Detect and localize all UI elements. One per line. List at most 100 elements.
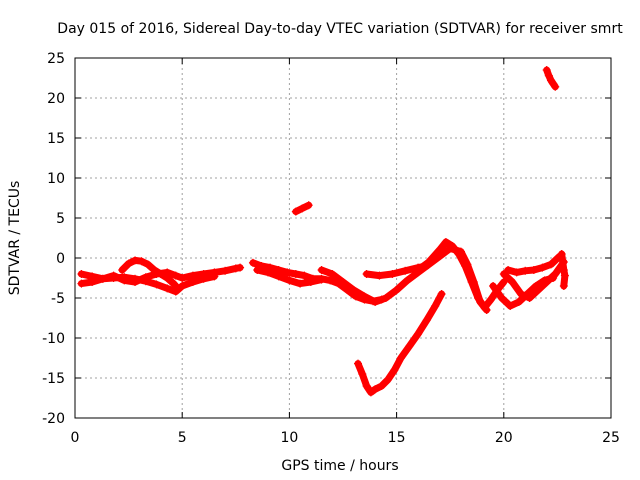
data-point bbox=[390, 366, 399, 374]
x-axis-label: GPS time / hours bbox=[281, 458, 398, 474]
data-point bbox=[150, 266, 159, 274]
data-point bbox=[401, 266, 410, 275]
data-point bbox=[521, 266, 530, 275]
data-point bbox=[263, 268, 272, 277]
data-point bbox=[392, 286, 401, 294]
data-point bbox=[542, 278, 551, 286]
data-point bbox=[306, 278, 315, 286]
x-tick-label: 0 bbox=[71, 430, 80, 446]
data-point bbox=[199, 274, 208, 283]
data-point bbox=[317, 275, 326, 284]
data-point bbox=[274, 272, 283, 281]
axis-ticks: 0 5 10 15 20 25 -20 -15 -10 -5 0 5 10 15 20 25 bbox=[42, 51, 620, 446]
data-point bbox=[542, 66, 551, 74]
series-sat-g bbox=[317, 244, 491, 314]
data-point bbox=[435, 246, 444, 254]
data-point bbox=[354, 359, 363, 368]
data-point bbox=[88, 278, 97, 286]
y-tick-label: 0 bbox=[56, 251, 65, 267]
data-point bbox=[396, 354, 405, 362]
data-point bbox=[508, 278, 517, 286]
data-point bbox=[173, 284, 182, 293]
series-trace bbox=[118, 256, 182, 292]
data-point bbox=[253, 266, 262, 274]
data-point bbox=[328, 270, 337, 278]
data-point bbox=[118, 266, 127, 274]
data-point bbox=[525, 294, 534, 302]
data-point bbox=[304, 201, 313, 210]
data-point bbox=[424, 258, 433, 266]
y-tick-label: -10 bbox=[42, 331, 65, 347]
data-point bbox=[360, 292, 369, 301]
x-tick-label: 20 bbox=[495, 430, 513, 446]
data-point bbox=[405, 342, 414, 350]
data-point bbox=[559, 266, 568, 274]
data-point bbox=[171, 271, 180, 280]
series-sat-i bbox=[354, 290, 446, 397]
series-sat-n bbox=[557, 250, 569, 290]
data-point bbox=[384, 375, 393, 384]
data-point bbox=[362, 382, 371, 390]
data-point bbox=[131, 274, 140, 283]
data-point bbox=[298, 204, 307, 213]
data-point bbox=[109, 274, 118, 282]
data-point bbox=[291, 207, 300, 216]
y-tick-label: 25 bbox=[47, 51, 65, 67]
data-point bbox=[512, 268, 521, 277]
data-point bbox=[557, 250, 566, 258]
data-point bbox=[143, 260, 152, 269]
data-point bbox=[77, 279, 86, 288]
data-point bbox=[169, 279, 178, 288]
data-point bbox=[551, 82, 560, 91]
data-point bbox=[77, 270, 86, 278]
data-point bbox=[285, 276, 294, 285]
series-sat-l bbox=[499, 258, 568, 302]
series-sat-f bbox=[291, 201, 313, 216]
data-point bbox=[414, 266, 423, 274]
data-point bbox=[362, 270, 371, 278]
y-tick-label: 5 bbox=[56, 211, 65, 227]
data-point bbox=[137, 257, 146, 266]
x-tick-label: 15 bbox=[388, 430, 406, 446]
data-point bbox=[461, 262, 470, 270]
data-point bbox=[141, 277, 150, 286]
data-point bbox=[283, 268, 292, 277]
data-point bbox=[437, 290, 446, 298]
data-point bbox=[221, 266, 230, 275]
data-point bbox=[499, 278, 508, 286]
data-point bbox=[544, 71, 553, 80]
data-point bbox=[499, 270, 508, 278]
data-point bbox=[291, 270, 300, 278]
data-point bbox=[98, 274, 107, 283]
data-point bbox=[152, 280, 161, 289]
data-point bbox=[381, 294, 390, 302]
data-point bbox=[504, 266, 513, 274]
y-tick-label: 15 bbox=[47, 131, 65, 147]
data-point bbox=[514, 298, 523, 306]
data-point bbox=[497, 294, 506, 302]
data-point bbox=[248, 258, 257, 267]
x-tick-label: 5 bbox=[178, 430, 187, 446]
data-point bbox=[317, 266, 326, 274]
data-point bbox=[560, 271, 569, 280]
data-point bbox=[120, 273, 129, 282]
data-point bbox=[326, 276, 335, 285]
data-point bbox=[163, 274, 172, 282]
y-tick-label: -15 bbox=[42, 371, 65, 387]
data-point bbox=[236, 263, 245, 272]
y-tick-label: 10 bbox=[47, 171, 65, 187]
chart-title: Day 015 of 2016, Sidereal Day-to-day VTE… bbox=[57, 21, 623, 37]
data-point bbox=[371, 385, 380, 394]
series-trace bbox=[354, 290, 446, 396]
series-sat-e bbox=[253, 266, 326, 288]
data-point bbox=[296, 279, 305, 288]
data-point bbox=[486, 295, 495, 304]
data-point bbox=[163, 284, 172, 293]
series-sat-c bbox=[118, 256, 182, 293]
y-axis-label: SDTVAR / TECUs bbox=[7, 181, 23, 296]
data-point bbox=[188, 278, 197, 286]
y-tick-label: -20 bbox=[42, 411, 65, 427]
y-tick-label: -5 bbox=[51, 291, 65, 307]
series-trace bbox=[500, 258, 568, 302]
